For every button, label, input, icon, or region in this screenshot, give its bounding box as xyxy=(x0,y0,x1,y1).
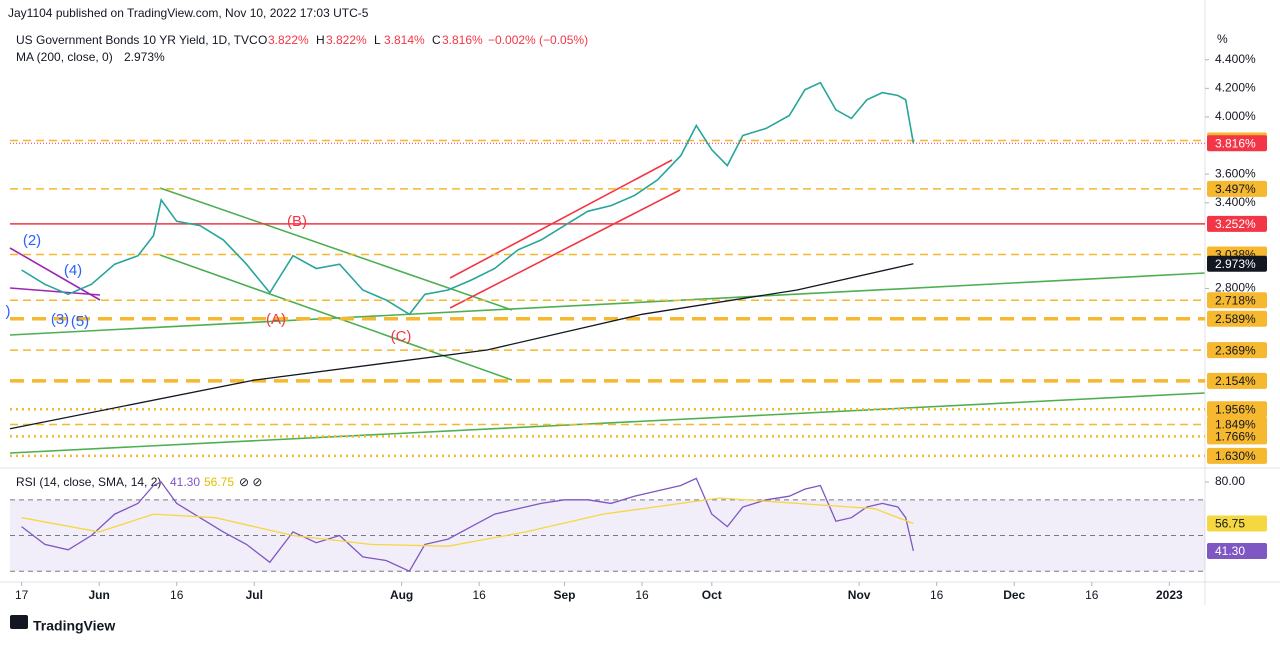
price-line xyxy=(21,81,915,316)
level-label: 1.956% xyxy=(1215,402,1256,416)
level-label-box xyxy=(1207,310,1267,327)
channel-line xyxy=(449,189,681,309)
level-label-box xyxy=(1207,292,1267,309)
trend-line xyxy=(159,254,513,381)
ohlc-key: H xyxy=(316,33,325,47)
level-label-box xyxy=(1207,180,1267,197)
wedge-line xyxy=(9,247,101,301)
level-label-box xyxy=(1207,401,1267,418)
level-label: 3.252% xyxy=(1215,217,1256,231)
last-value-label: 56.75 xyxy=(1215,517,1245,531)
rsi-sma-line xyxy=(21,497,914,547)
level-label-box xyxy=(1207,215,1267,232)
level-label-box xyxy=(1207,447,1267,464)
level-label: 1.849% xyxy=(1215,418,1256,432)
ohlc-key: C xyxy=(432,33,441,47)
wave-label: (C) xyxy=(391,328,412,345)
ohlc-value: 3.816% xyxy=(442,33,483,47)
last-value-label: 2.973% xyxy=(1215,257,1256,271)
wave-label: (2) xyxy=(23,232,41,249)
level-label: 3.497% xyxy=(1215,182,1256,196)
last-value-label: 3.816% xyxy=(1215,136,1256,150)
channel-line xyxy=(449,159,673,279)
level-label: 1.630% xyxy=(1215,449,1256,463)
y-tick-label: 2.800% xyxy=(1215,281,1256,295)
wave-label: (B) xyxy=(287,213,307,230)
x-tick-label: Jun xyxy=(89,588,110,602)
y-tick-label: 4.200% xyxy=(1215,81,1256,95)
ohlc-value: 3.822% xyxy=(268,33,309,47)
footer: TradingView xyxy=(33,618,115,634)
level-label-box xyxy=(1207,372,1267,389)
wave-label: (5) xyxy=(71,313,89,330)
rsi-sma-value: 56.75 xyxy=(204,475,234,489)
wave-label: (3) xyxy=(51,311,69,328)
x-tick-label: Nov xyxy=(848,588,871,602)
y-tick-label: 4.400% xyxy=(1215,52,1256,66)
last-value-box xyxy=(1207,543,1267,560)
y-tick-label: 3.600% xyxy=(1215,166,1256,180)
ohlc-value: 3.814% xyxy=(384,33,425,47)
unit: % xyxy=(1217,32,1228,46)
rsi-tick-label: 80.00 xyxy=(1215,474,1245,488)
level-label-box xyxy=(1207,428,1267,445)
ohlc-value: 3.822% xyxy=(326,33,367,47)
wave-label: ) xyxy=(6,303,11,320)
wave-label: (4) xyxy=(64,262,82,279)
x-tick-label: 16 xyxy=(472,588,486,602)
level-label: 2.369% xyxy=(1215,343,1256,357)
x-tick-label: Oct xyxy=(702,588,722,602)
drawings xyxy=(9,159,1206,454)
x-tick-label: Jul xyxy=(246,588,263,602)
last-value-label: 41.30 xyxy=(1215,544,1245,558)
x-tick-label: 17 xyxy=(15,588,29,602)
rsi-line xyxy=(21,477,915,573)
last-value-box xyxy=(1207,255,1267,272)
x-tick-label: Sep xyxy=(553,588,575,602)
trend-line xyxy=(9,272,1206,336)
y-tick-label: 3.400% xyxy=(1215,195,1256,209)
x-tick-label: 16 xyxy=(170,588,184,602)
level-label: 2.154% xyxy=(1215,374,1256,388)
rsi-value: 41.30 xyxy=(170,475,200,489)
logo xyxy=(10,615,28,629)
icon: ⊘ ⊘ xyxy=(239,475,262,489)
y-tick-label: 4.000% xyxy=(1215,109,1256,123)
ohlc-key: L xyxy=(374,33,381,47)
level-label: 1.766% xyxy=(1215,430,1256,444)
x-tick-label: 16 xyxy=(635,588,649,602)
ma-legend-value: 2.973% xyxy=(124,50,165,64)
x-tick-label: Dec xyxy=(1003,588,1025,602)
x-tick-label: 2023 xyxy=(1156,588,1183,602)
level-label: 2.718% xyxy=(1215,293,1256,307)
ohlc-key: O xyxy=(258,33,267,47)
x-tick-label: 16 xyxy=(930,588,944,602)
ma-legend: MA (200, close, 0) xyxy=(16,50,113,64)
last-value-box xyxy=(1207,135,1267,152)
change: −0.002% (−0.05%) xyxy=(488,33,588,47)
level-label: 2.589% xyxy=(1215,312,1256,326)
trend-line xyxy=(9,392,1206,454)
ma-line xyxy=(9,263,914,430)
rsi-legend: RSI (14, close, SMA, 14, 2) xyxy=(16,475,161,489)
wave-label: (A) xyxy=(266,311,286,328)
level-label-box xyxy=(1207,342,1267,359)
trend-line xyxy=(159,187,513,311)
wedge-line xyxy=(9,287,101,296)
published: Jay1104 published on TradingView.com, No… xyxy=(8,6,369,20)
x-tick-label: Aug xyxy=(390,588,413,602)
last-value-box xyxy=(1207,515,1267,532)
x-tick-label: 16 xyxy=(1085,588,1099,602)
symbol-title: US Government Bonds 10 YR Yield, 1D, TVC xyxy=(16,33,258,47)
